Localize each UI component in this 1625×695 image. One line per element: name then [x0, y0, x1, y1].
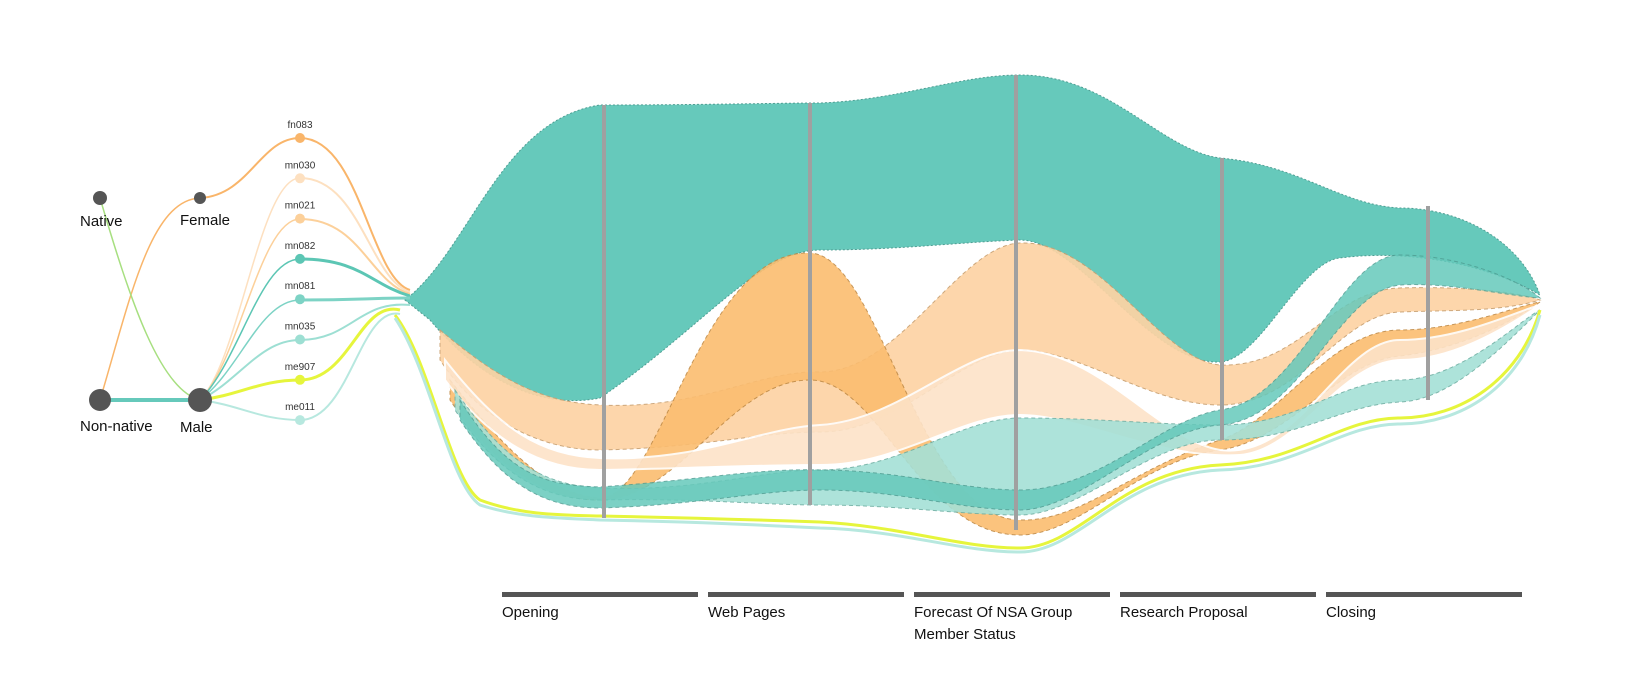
speaker-node-mn021[interactable] — [295, 213, 305, 224]
speaker-label-mn081: mn081 — [285, 281, 316, 292]
link-male-me907 — [199, 378, 301, 402]
link-male-mn082 — [199, 258, 301, 401]
link-male-mn081 — [199, 299, 301, 401]
link-male-mn021 — [199, 218, 301, 401]
speaker-label-me907: me907 — [285, 362, 316, 373]
phase-label-opening: Opening — [502, 604, 559, 621]
flow-band-mn082 — [459, 254, 1542, 511]
node-native[interactable] — [93, 191, 107, 205]
connector-me907 — [299, 307, 401, 382]
label-non-native: Non-native — [80, 418, 153, 435]
connector-mn081 — [299, 296, 411, 302]
connector-mn021 — [299, 218, 411, 295]
phase-ticks — [602, 75, 1430, 530]
flow-band-fn083 — [449, 252, 1541, 536]
link-male-me011 — [199, 399, 301, 421]
link-female-fn083 — [199, 137, 301, 199]
label-female: Female — [180, 212, 230, 229]
flow-line-me907 — [393, 309, 1542, 550]
speaker-node-me011[interactable] — [295, 415, 305, 426]
node-male[interactable] — [188, 388, 212, 412]
connector-mn035 — [299, 303, 411, 341]
speaker-nodes: fn083 mn030 mn021 mn082 mn081 mn035 me907 me011 — [285, 120, 316, 426]
topic-flows — [393, 74, 1542, 554]
speaker-label-me011: me011 — [285, 402, 315, 413]
phase-label-research-proposal: Research Proposal — [1120, 604, 1248, 621]
phase-label-forecast: Forecast Of NSA Group Member Status — [914, 604, 1073, 643]
phase-bar-web-pages — [708, 592, 904, 597]
flow-line-me011 — [393, 314, 1542, 554]
flow-band-mn030 — [444, 304, 1541, 472]
speaker-node-mn081[interactable] — [295, 294, 305, 305]
speaker-label-mn035: mn035 — [285, 322, 316, 333]
speaker-label-fn083: fn083 — [287, 120, 312, 131]
label-male: Male — [180, 419, 213, 436]
link-non-native-female — [99, 197, 201, 401]
phase-bar-opening — [502, 592, 698, 597]
demographic-links — [99, 137, 411, 421]
speaker-node-me907[interactable] — [295, 374, 305, 385]
phase-bar-forecast — [914, 592, 1110, 597]
link-male-mn035 — [199, 339, 301, 401]
connector-mn082 — [299, 257, 411, 298]
speaker-node-fn083[interactable] — [295, 133, 305, 143]
label-native: Native — [80, 213, 123, 230]
speaker-label-mn030: mn030 — [285, 160, 316, 171]
group-nodes: Native Non-native Female Male — [80, 191, 230, 436]
speaker-label-mn021: mn021 — [285, 201, 316, 212]
node-non-native[interactable] — [89, 389, 111, 411]
connector-mn030 — [299, 177, 411, 293]
speaker-node-mn035[interactable] — [295, 334, 305, 345]
connector-me011 — [299, 312, 401, 421]
phase-bar-closing — [1326, 592, 1522, 597]
link-male-mn030 — [199, 177, 301, 401]
link-native-male — [99, 197, 201, 401]
node-female[interactable] — [194, 192, 206, 204]
speaker-node-mn082[interactable] — [295, 253, 305, 264]
phase-label-web-pages: Web Pages — [708, 604, 786, 621]
connector-fn083 — [299, 137, 411, 291]
phase-label-closing: Closing — [1326, 604, 1377, 621]
phase-bar-research-proposal — [1120, 592, 1316, 597]
speaker-label-mn082: mn082 — [285, 241, 316, 252]
speaker-node-mn030[interactable] — [295, 173, 305, 184]
